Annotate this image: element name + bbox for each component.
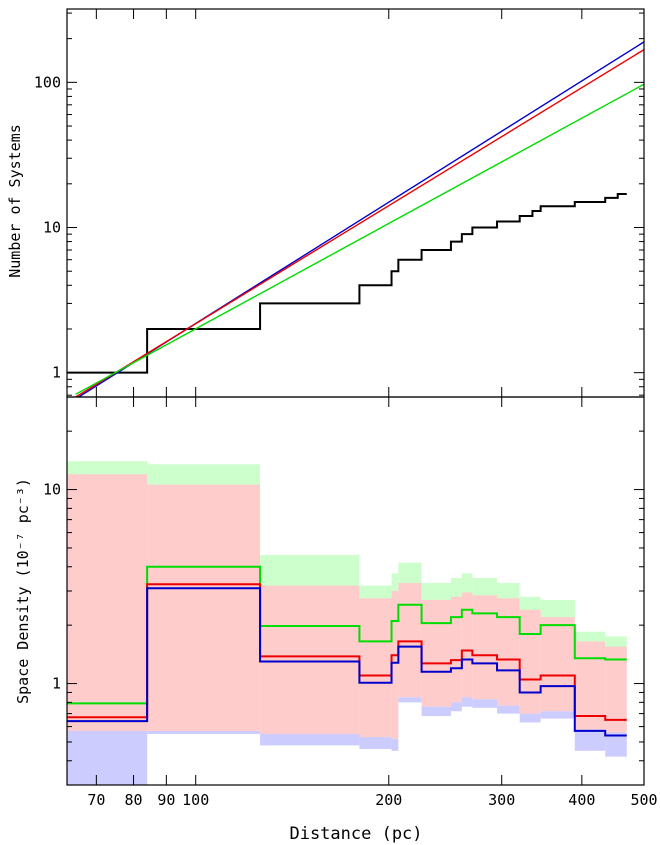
top-series-0 — [67, 193, 627, 374]
x-tick-label: 200 — [375, 791, 402, 809]
bottom-y-tick-label: 1 — [52, 675, 61, 693]
top-series-3 — [75, 83, 644, 395]
top-panel: 1 10 100 — [34, 8, 645, 398]
bottom-series-0 — [67, 565, 627, 705]
x-tick-label: 100 — [182, 791, 209, 809]
x-tick-label: 90 — [157, 791, 175, 809]
band-2-6 — [421, 706, 451, 717]
band-1-11 — [519, 609, 541, 714]
band-1-8 — [461, 592, 473, 698]
top-y-tick-label: 10 — [43, 219, 61, 237]
bottom-series-2 — [67, 587, 627, 737]
top-y-tick-label: 1 — [52, 364, 61, 382]
band-1-9 — [472, 595, 498, 700]
x-tick-label: 400 — [568, 791, 595, 809]
band-1-4 — [391, 591, 399, 739]
band-2-14 — [605, 732, 627, 757]
top-y-axis-label: Number of Systems — [6, 124, 24, 278]
bottom-y-axis-label: Space Density (10⁻⁷ pc⁻³) — [14, 478, 32, 704]
band-1-7 — [450, 596, 462, 703]
bottom-y-tick-label: 10 — [43, 481, 61, 499]
top-y-tick-label: 100 — [34, 73, 61, 91]
band-1-6 — [421, 599, 451, 707]
x-tick-label: 500 — [630, 791, 657, 809]
band-1-10 — [497, 598, 520, 706]
band-1-2 — [260, 585, 360, 734]
band-2-7 — [450, 702, 462, 712]
top-frame — [66, 8, 645, 398]
band-2-12 — [540, 711, 575, 719]
band-2-5 — [398, 697, 422, 703]
x-tick-label: 70 — [87, 791, 105, 809]
band-0-8 — [461, 573, 473, 610]
band-1-5 — [398, 582, 422, 698]
band-1-1 — [147, 484, 261, 731]
bottom-series-1 — [67, 583, 627, 721]
band-2-9 — [472, 699, 498, 708]
band-1-3 — [359, 598, 392, 738]
band-2-4 — [391, 738, 399, 751]
top-series-2 — [75, 49, 644, 397]
x-tick-label: 300 — [488, 791, 515, 809]
band-2-10 — [497, 705, 520, 714]
band-2-0 — [67, 730, 148, 785]
band-2-8 — [461, 697, 473, 707]
band-2-1 — [147, 730, 261, 734]
band-1-12 — [540, 617, 575, 712]
band-1-13 — [574, 641, 606, 730]
band-2-11 — [519, 713, 541, 723]
band-2-13 — [574, 729, 606, 751]
x-tick-label: 80 — [125, 791, 143, 809]
band-1-14 — [605, 646, 627, 733]
band-2-3 — [359, 737, 392, 749]
band-2-2 — [260, 733, 360, 746]
bottom-panel: 1 10 70 80 90 100 200 300 400 500 — [43, 396, 658, 809]
x-axis-label: Distance (pc) — [289, 824, 422, 844]
